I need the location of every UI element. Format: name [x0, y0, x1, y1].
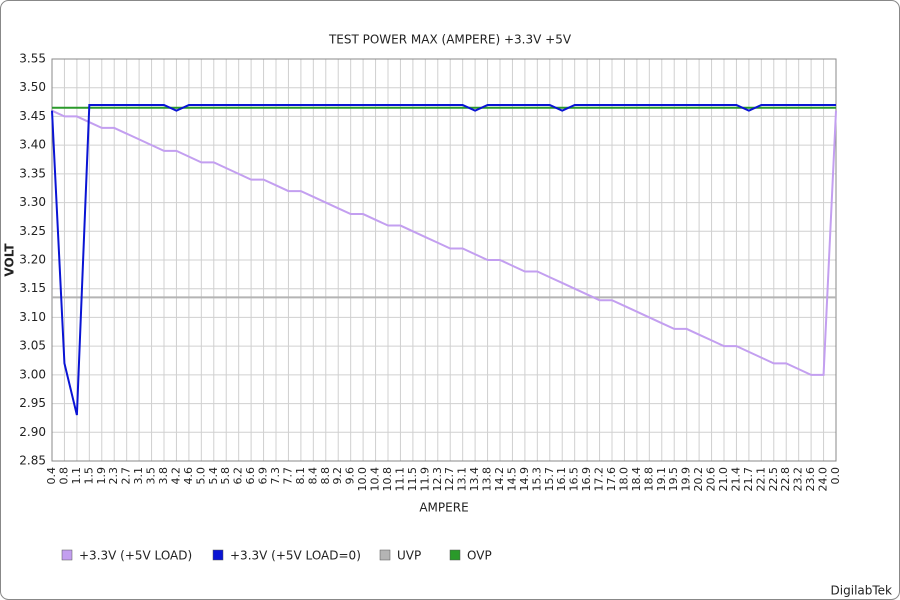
y-tick-label: 3.40: [19, 138, 46, 152]
x-tick-label: 5.0: [194, 467, 207, 485]
legend-swatch: [61, 549, 73, 561]
x-tick-label: 8.4: [306, 467, 319, 485]
x-tick-label: 11.9: [418, 467, 431, 492]
y-tick-label: 3.45: [19, 109, 46, 123]
x-tick-label: 3.1: [132, 467, 145, 485]
x-axis-title: AMPERE: [419, 501, 468, 515]
x-tick-label: 2.7: [120, 467, 133, 485]
x-tick-label: 12.7: [443, 467, 456, 492]
x-tick-label: 17.6: [605, 467, 618, 492]
x-tick-label: 11.5: [406, 467, 419, 492]
legend-label: OVP: [467, 549, 492, 563]
x-tick-label: 10.8: [381, 467, 394, 492]
legend-swatch: [379, 549, 391, 561]
x-tick-label: 16.1: [555, 467, 568, 492]
y-tick-label: 3.55: [19, 52, 46, 66]
x-tick-label: 6.6: [244, 467, 257, 485]
x-tick-label: 15.3: [530, 467, 543, 492]
x-tick-label: 2.3: [107, 467, 120, 485]
legend-swatch: [449, 549, 461, 561]
x-tick-label: 12.3: [431, 467, 444, 492]
x-tick-label: 22.1: [754, 467, 767, 492]
x-tick-label: 19.5: [667, 467, 680, 492]
x-tick-label: 17.2: [593, 467, 606, 492]
y-tick-label: 3.35: [19, 166, 46, 180]
x-tick-label: 14.5: [505, 467, 518, 492]
plot-border: [51, 58, 837, 462]
y-tick-label: 3.20: [19, 253, 46, 267]
x-tick-label: 13.1: [456, 467, 469, 492]
legend-swatch: [212, 549, 224, 561]
x-tick-label: 19.1: [655, 467, 668, 492]
x-tick-label: 3.8: [157, 467, 170, 485]
x-tick-label: 0.8: [57, 467, 70, 485]
x-tick-label: 18.0: [617, 467, 630, 492]
x-tick-label: 1.1: [70, 467, 83, 485]
x-tick-label: 5.4: [207, 467, 220, 485]
legend-label: UVP: [397, 549, 421, 563]
x-tick-label: 15.7: [543, 467, 556, 492]
legend-label: +3.3V (+5V LOAD=0): [230, 549, 361, 563]
x-tick-label: 6.2: [232, 467, 245, 485]
chart-title: TEST POWER MAX (AMPERE) +3.3V +5V: [328, 33, 572, 47]
x-tick-label: 13.4: [468, 467, 481, 492]
series-line: [51, 109, 837, 376]
x-tick-label: 21.7: [742, 467, 755, 492]
x-tick-label: 10.4: [369, 467, 382, 492]
x-tick-label: 24.0: [817, 467, 830, 492]
x-tick-label: 21.0: [717, 467, 730, 492]
x-tick-label: 1.9: [95, 467, 108, 485]
x-tick-label: 3.5: [145, 467, 158, 485]
y-tick-label: 2.90: [19, 425, 46, 439]
y-axis-title: VOLT: [3, 243, 17, 277]
x-tick-label: 9.2: [331, 467, 344, 485]
x-tick-label: 10.0: [356, 467, 369, 492]
x-tick-label: 21.4: [729, 467, 742, 492]
x-tick-label: 9.6: [344, 467, 357, 485]
x-tick-label: 6.9: [257, 467, 270, 485]
x-tick-label: 7.3: [269, 467, 282, 485]
x-tick-label: 23.6: [804, 467, 817, 492]
y-tick-label: 3.15: [19, 281, 46, 295]
x-tick-label: 18.4: [630, 467, 643, 492]
x-tick-label: 23.2: [792, 467, 805, 492]
watermark: DigilabTek: [831, 584, 893, 598]
series-line: [51, 103, 836, 416]
x-tick-label: 8.1: [294, 467, 307, 485]
x-tick-label: 13.8: [481, 467, 494, 492]
y-tick-label: 3.00: [19, 367, 46, 381]
x-tick-label: 18.8: [642, 467, 655, 492]
x-tick-label: 11.1: [393, 467, 406, 492]
x-tick-label: 16.9: [580, 467, 593, 492]
x-tick-label: 7.7: [281, 467, 294, 485]
y-tick-label: 3.30: [19, 195, 46, 209]
legend-label: +3.3V (+5V LOAD): [79, 549, 192, 563]
x-tick-label: 1.5: [82, 467, 95, 485]
y-tick-label: 3.50: [19, 80, 46, 94]
x-tick-label: 20.2: [692, 467, 705, 492]
x-tick-label: 14.9: [518, 467, 531, 492]
x-tick-label: 14.2: [493, 467, 506, 492]
y-tick-label: 2.85: [19, 454, 46, 468]
y-tick-label: 3.25: [19, 224, 46, 238]
x-tick-label: 4.6: [182, 467, 195, 485]
x-tick-label: 4.2: [169, 467, 182, 485]
x-tick-label: 0.4: [45, 467, 58, 485]
y-tick-label: 3.10: [19, 310, 46, 324]
y-tick-label: 3.05: [19, 339, 46, 353]
x-tick-label: 19.9: [680, 467, 693, 492]
x-tick-label: 22.5: [767, 467, 780, 492]
x-tick-label: 16.5: [568, 467, 581, 492]
y-tick-label: 2.95: [19, 396, 46, 410]
x-tick-label: 22.8: [779, 467, 792, 492]
x-tick-label: 8.8: [319, 467, 332, 485]
x-tick-label: 0.0: [829, 467, 842, 485]
x-tick-label: 20.6: [705, 467, 718, 492]
x-tick-label: 5.8: [219, 467, 232, 485]
